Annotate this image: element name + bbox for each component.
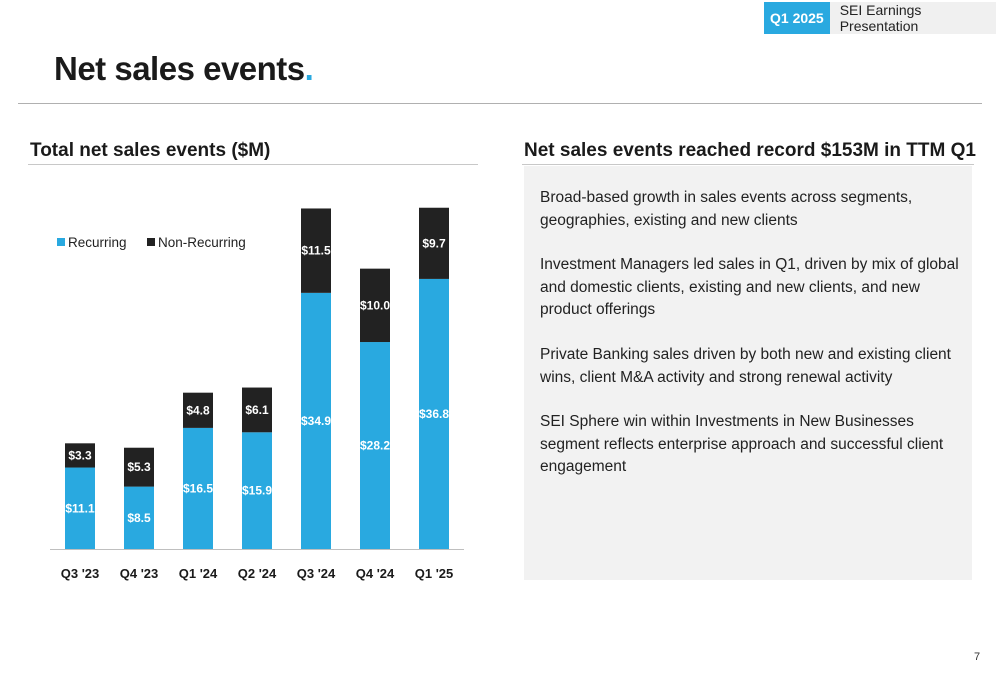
data-label-recurring: $15.9 — [242, 484, 272, 498]
bar-non-recurring — [124, 447, 154, 487]
data-label-non-recurring: $6.1 — [245, 403, 269, 417]
data-label-non-recurring: $4.8 — [186, 403, 210, 417]
data-label-non-recurring: $11.5 — [301, 244, 331, 258]
highlight-3: Private Banking sales driven by both new… — [540, 346, 951, 386]
page-title-text: Net sales events — [54, 50, 305, 87]
chart-section-title: Total net sales events ($M) — [30, 140, 271, 161]
bar-recurring — [360, 342, 390, 549]
bar-non-recurring — [301, 208, 331, 293]
legend-swatch-non-recurring — [147, 238, 155, 246]
header-badge: Q1 2025 SEI Earnings Presentation — [764, 2, 996, 34]
highlight-1: Broad-based growth in sales events acros… — [540, 189, 913, 229]
data-label-non-recurring: $10.0 — [360, 298, 390, 312]
bar-recurring — [65, 467, 95, 549]
page-number: 7 — [974, 651, 981, 663]
title-dot: . — [304, 50, 314, 87]
net-sales-events-chart: $11.1 $3.3 Q3 '23 $8.5 $5.3 Q4 '23 $16.5 $4.8 Q1… — [50, 207, 464, 581]
page-title: Net sales events. — [54, 50, 314, 88]
bar-non-recurring — [242, 387, 272, 433]
badge-period: Q1 2025 — [764, 2, 830, 34]
data-label-recurring: $28.2 — [360, 439, 390, 453]
x-tick-label: Q2 '24 — [238, 566, 277, 581]
bar-non-recurring — [183, 392, 213, 428]
legend-label-recurring: Recurring — [68, 235, 127, 250]
x-tick-label: Q4 '24 — [356, 566, 395, 581]
x-tick-label: Q4 '23 — [120, 566, 159, 581]
left-divider — [28, 164, 478, 165]
data-label-recurring: $11.1 — [65, 501, 95, 515]
badge-title: SEI Earnings Presentation — [829, 2, 996, 34]
bar-recurring — [183, 427, 213, 549]
highlights-section-title: Net sales events reached record $153M in… — [524, 140, 976, 161]
x-tick-label: Q1 '25 — [415, 566, 454, 581]
data-label-recurring: $16.5 — [183, 481, 213, 495]
bar-non-recurring — [65, 443, 95, 468]
data-label-non-recurring: $5.3 — [127, 460, 151, 474]
highlight-2: Investment Managers led sales in Q1, dri… — [540, 256, 959, 318]
highlights-panel: Broad-based growth in sales events acros… — [524, 166, 972, 580]
data-label-recurring: $34.9 — [301, 414, 331, 428]
right-divider — [522, 164, 974, 165]
bar-recurring — [242, 432, 272, 549]
legend-label-non-recurring: Non-Recurring — [158, 235, 246, 250]
data-label-recurring: $36.8 — [419, 407, 449, 421]
x-tick-label: Q1 '24 — [179, 566, 218, 581]
legend-swatch-recurring — [57, 238, 65, 246]
bar-recurring — [301, 292, 331, 549]
data-label-non-recurring: $3.3 — [68, 448, 92, 462]
x-tick-label: Q3 '24 — [297, 566, 336, 581]
data-label-non-recurring: $9.7 — [422, 236, 446, 250]
data-label-recurring: $8.5 — [127, 511, 151, 525]
x-tick-label: Q3 '23 — [61, 566, 100, 581]
bar-recurring — [124, 486, 154, 549]
highlight-4: SEI Sphere win within Investments in New… — [540, 413, 944, 475]
bar-non-recurring — [419, 207, 449, 279]
bar-non-recurring — [360, 268, 390, 343]
title-divider — [18, 103, 982, 104]
bar-recurring — [419, 278, 449, 549]
